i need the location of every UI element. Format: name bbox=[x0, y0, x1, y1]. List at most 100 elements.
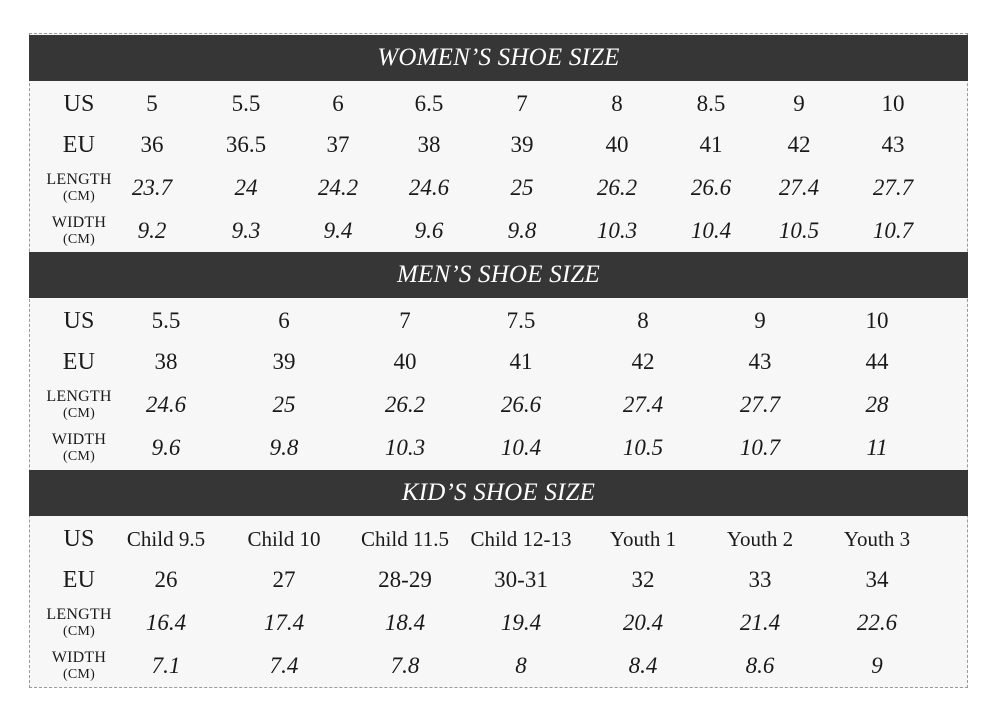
kids-us-cell: Child 12-13 bbox=[470, 526, 572, 551]
kids-width-row: WIDTH (CM) 7.1 7.4 7.8 8 8.4 8.6 9 bbox=[29, 644, 968, 687]
kids-length-label: LENGTH (CM) bbox=[29, 601, 129, 644]
kids-us-cell: Youth 2 bbox=[726, 526, 794, 551]
length-label-unit: (CM) bbox=[63, 623, 95, 639]
men-eu-cell: 41 bbox=[509, 349, 533, 374]
men-width-cell: 10.3 bbox=[384, 434, 426, 460]
kids-length-cell: 19.4 bbox=[500, 609, 542, 635]
women-us-cell: 10 bbox=[881, 91, 905, 116]
women-width-cell: 9.2 bbox=[137, 217, 167, 243]
women-length-cell: 24.2 bbox=[317, 174, 359, 200]
kids-eu-label: EU bbox=[62, 567, 96, 593]
men-us-cell: 8 bbox=[637, 308, 649, 333]
women-eu-cell: 36 bbox=[140, 132, 164, 157]
women-eu-cell: 43 bbox=[881, 132, 905, 157]
women-us-cell: 5.5 bbox=[231, 91, 261, 116]
women-length-cell: 25 bbox=[510, 174, 534, 200]
kids-width-cell: 8 bbox=[515, 652, 527, 678]
kids-length-cell: 16.4 bbox=[145, 609, 187, 635]
width-label-unit: (CM) bbox=[63, 666, 95, 682]
women-width-cell: 10.5 bbox=[778, 217, 820, 243]
women-length-cell: 23.7 bbox=[131, 174, 173, 200]
men-section-title: MEN’S SHOE SIZE bbox=[29, 252, 968, 298]
men-us-cell: 5.5 bbox=[151, 308, 181, 333]
men-eu-cell: 43 bbox=[748, 349, 772, 374]
kids-us-cell: Youth 3 bbox=[843, 526, 911, 551]
women-width-cell: 9.3 bbox=[231, 217, 261, 243]
kids-us-label: US bbox=[63, 526, 95, 552]
men-us-cell: 7.5 bbox=[506, 308, 536, 333]
women-length-row: LENGTH (CM) 23.7 24 24.2 24.6 25 26.2 26.6 27.4 27… bbox=[29, 166, 968, 209]
men-width-label: WIDTH (CM) bbox=[29, 426, 129, 469]
length-label-unit: (CM) bbox=[63, 188, 95, 204]
kids-width-cell: 7.1 bbox=[151, 652, 181, 678]
women-us-row: US 5 5.5 6 6.5 7 8 8.5 9 10 bbox=[29, 82, 968, 126]
women-width-label: WIDTH (CM) bbox=[29, 209, 129, 252]
women-width-cell: 9.4 bbox=[323, 217, 353, 243]
women-width-row: WIDTH (CM) 9.2 9.3 9.4 9.6 9.8 10.3 10.4 10.5 10.7 bbox=[29, 209, 968, 252]
kids-width-label: WIDTH (CM) bbox=[29, 644, 129, 687]
men-length-row: LENGTH (CM) 24.6 25 26.2 26.6 27.4 27.7 28 bbox=[29, 383, 968, 426]
men-length-cell: 27.7 bbox=[739, 391, 781, 417]
size-chart-frame bbox=[29, 33, 968, 688]
kids-eu-cell: 30-31 bbox=[494, 567, 548, 592]
kids-us-row: US Child 9.5 Child 10 Child 11.5 Child 12-13… bbox=[29, 517, 968, 561]
women-length-cell: 24 bbox=[234, 174, 258, 200]
women-width-cell: 9.6 bbox=[414, 217, 444, 243]
women-section-title: WOMEN’S SHOE SIZE bbox=[29, 35, 968, 81]
kids-length-cell: 20.4 bbox=[622, 609, 664, 635]
women-width-cell: 10.3 bbox=[596, 217, 638, 243]
women-eu-label: EU bbox=[62, 132, 96, 158]
women-width-cell: 9.8 bbox=[507, 217, 537, 243]
women-eu-cell: 41 bbox=[699, 132, 723, 157]
men-width-cell: 9.6 bbox=[151, 434, 181, 460]
women-length-cell: 27.4 bbox=[778, 174, 820, 200]
men-width-cell: 9.8 bbox=[269, 434, 299, 460]
men-width-cell: 10.7 bbox=[739, 434, 781, 460]
men-width-cell: 11 bbox=[866, 434, 888, 460]
women-eu-cell: 38 bbox=[417, 132, 441, 157]
kids-length-cell: 18.4 bbox=[384, 609, 426, 635]
kids-length-cell: 21.4 bbox=[739, 609, 781, 635]
kids-width-cell: 9 bbox=[871, 652, 883, 678]
women-eu-cell: 37 bbox=[326, 132, 350, 157]
kids-section-title: KID’S SHOE SIZE bbox=[29, 470, 968, 516]
women-us-label: US bbox=[63, 91, 95, 117]
kids-eu-cell: 34 bbox=[865, 567, 889, 592]
length-label-line1: LENGTH bbox=[46, 170, 112, 188]
women-length-cell: 26.2 bbox=[596, 174, 638, 200]
kids-us-cell: Child 9.5 bbox=[126, 526, 206, 551]
women-length-cell: 26.6 bbox=[690, 174, 732, 200]
men-eu-row: EU 38 39 40 41 42 43 44 bbox=[29, 342, 968, 382]
kids-length-cell: 17.4 bbox=[263, 609, 305, 635]
kids-length-cell: 22.6 bbox=[856, 609, 898, 635]
men-length-cell: 25 bbox=[272, 391, 296, 417]
men-eu-cell: 42 bbox=[631, 349, 655, 374]
men-us-cell: 10 bbox=[865, 308, 889, 333]
men-us-label: US bbox=[63, 308, 95, 334]
width-label-line1: WIDTH bbox=[51, 213, 107, 231]
kids-eu-cell: 33 bbox=[748, 567, 772, 592]
kids-width-cell: 7.4 bbox=[269, 652, 299, 678]
width-label-unit: (CM) bbox=[63, 448, 95, 464]
kids-width-cell: 8.4 bbox=[628, 652, 658, 678]
men-length-cell: 24.6 bbox=[145, 391, 187, 417]
kids-eu-cell: 27 bbox=[272, 567, 296, 592]
length-label-line1: LENGTH bbox=[46, 387, 112, 405]
men-eu-cell: 44 bbox=[865, 349, 889, 374]
length-label-unit: (CM) bbox=[63, 405, 95, 421]
men-eu-cell: 38 bbox=[154, 349, 178, 374]
men-us-cell: 7 bbox=[399, 308, 411, 333]
men-width-cell: 10.4 bbox=[500, 434, 542, 460]
women-length-cell: 27.7 bbox=[872, 174, 914, 200]
women-eu-cell: 42 bbox=[787, 132, 811, 157]
men-length-label: LENGTH (CM) bbox=[29, 383, 129, 426]
men-length-cell: 28 bbox=[865, 391, 889, 417]
kids-width-cell: 7.8 bbox=[390, 652, 420, 678]
kids-length-row: LENGTH (CM) 16.4 17.4 18.4 19.4 20.4 21.4 22.6 bbox=[29, 601, 968, 644]
men-width-row: WIDTH (CM) 9.6 9.8 10.3 10.4 10.5 10.7 11 bbox=[29, 426, 968, 469]
length-label-line1: LENGTH bbox=[46, 605, 112, 623]
women-eu-row: EU 36 36.5 37 38 39 40 41 42 43 bbox=[29, 125, 968, 165]
women-length-label: LENGTH (CM) bbox=[29, 166, 129, 209]
women-us-cell: 8.5 bbox=[696, 91, 726, 116]
women-us-cell: 5 bbox=[146, 91, 158, 116]
